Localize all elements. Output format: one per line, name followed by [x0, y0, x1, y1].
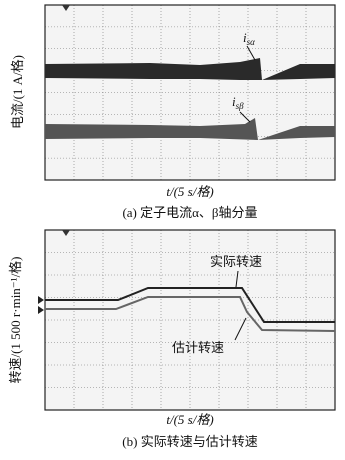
trace-label: 实际转速	[210, 254, 262, 269]
scope-a: isα isβ 电流/(1 A/格) t/(5 s/格) (a) 定子电流α、β…	[10, 5, 335, 220]
caption: (b) 实际转速与估计转速	[122, 434, 257, 449]
channel-marker	[38, 296, 44, 304]
y-axis-label: 转速/(1 500 r·min⁻¹/格)	[8, 256, 23, 383]
caption: (a) 定子电流α、β轴分量	[122, 205, 257, 220]
trace-label: 估计转速	[172, 340, 224, 355]
scope-b: 实际转速 估计转速 转速/(1 500 r·min⁻¹/格) t/(5 s/格)…	[8, 230, 335, 449]
x-axis-label: t/(5 s/格)	[166, 412, 213, 427]
channel-marker	[38, 306, 44, 314]
y-axis-label: 电流/(1 A/格)	[10, 55, 25, 129]
x-axis-label: t/(5 s/格)	[166, 184, 213, 199]
figure: isα isβ 电流/(1 A/格) t/(5 s/格) (a) 定子电流α、β…	[0, 0, 345, 460]
